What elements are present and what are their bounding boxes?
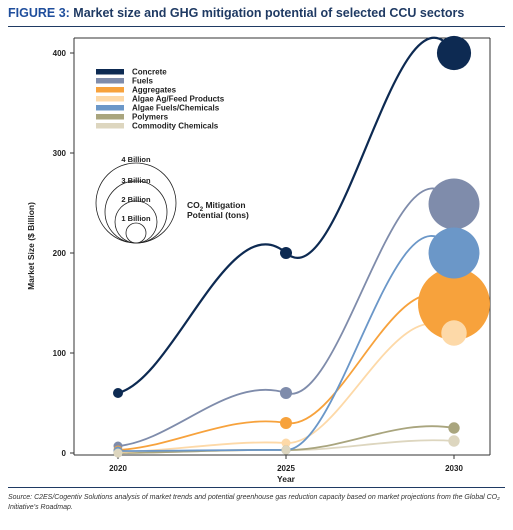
legend-swatch <box>96 69 124 75</box>
legend-swatch <box>96 96 124 102</box>
x-axis-label: Year <box>277 474 296 484</box>
y-tick-label: 400 <box>53 49 67 58</box>
y-tick-label: 0 <box>62 449 67 458</box>
legend-swatch <box>96 114 124 120</box>
bubble-size-label: 1 Billion <box>121 214 151 223</box>
series-line-fuels <box>117 187 455 447</box>
bubble-2030 <box>441 320 467 346</box>
bubble-2030 <box>428 178 480 230</box>
figure-title-text: Market size and GHG mitigation potential… <box>73 6 465 20</box>
x-tick-label: 2030 <box>445 464 463 473</box>
figure-label: FIGURE 3: <box>8 6 70 20</box>
legend-label: Algae Ag/Feed Products <box>132 95 225 104</box>
mitigation-title-line2: Potential (tons) <box>187 210 249 220</box>
source-note: Source: C2ES/Cogentiv Solutions analysis… <box>8 494 500 511</box>
legend-label: Commodity Chemicals <box>132 122 219 131</box>
legend-swatch <box>96 87 124 93</box>
data-point <box>280 387 292 399</box>
data-point <box>280 247 292 259</box>
legend-swatch <box>96 105 124 111</box>
chart: 0 100 200 300 400 2020 2025 2030 Year Market Size… <box>26 35 491 484</box>
x-tick-label: 2020 <box>109 464 127 473</box>
mitigation-title-co: CO <box>187 200 200 210</box>
source-rule <box>8 487 505 488</box>
legend-label: Algae Fuels/Chemicals <box>132 104 220 113</box>
bubble-size-circle <box>104 180 168 244</box>
y-tick-label: 100 <box>53 349 67 358</box>
bubble-2030 <box>448 435 460 447</box>
bubble-2030 <box>418 268 490 340</box>
bubble-size-label: 3 Billion <box>121 176 151 185</box>
series-line-aggregates <box>117 293 455 451</box>
mitigation-title-line1: CO2 Mitigation <box>187 200 246 213</box>
bubble-2030 <box>428 227 480 279</box>
legend-label: Fuels <box>132 77 153 86</box>
data-point <box>113 448 123 458</box>
mitigation-title-rest: Mitigation <box>203 200 246 210</box>
bubble-2030 <box>436 35 472 71</box>
title-rule <box>8 26 505 27</box>
x-tick-label: 2025 <box>277 464 295 473</box>
y-axis-label: Market Size ($ Billion) <box>26 202 36 290</box>
mitigation-title-sub: 2 <box>200 207 204 213</box>
legend-label: Aggregates <box>132 86 177 95</box>
legend-swatch <box>96 123 124 129</box>
bubble-size-label: 4 Billion <box>121 155 151 164</box>
data-point <box>113 388 123 398</box>
data-point <box>280 417 292 429</box>
series-line-algae-ag-feed-products <box>117 322 455 453</box>
data-point <box>281 445 291 455</box>
legend-label: Concrete <box>132 68 167 77</box>
legend-label: Polymers <box>132 113 169 122</box>
legend-swatch <box>96 78 124 84</box>
series-line-algae-fuels-chemicals <box>117 235 455 452</box>
series-line-concrete <box>117 36 455 395</box>
y-tick-label: 300 <box>53 149 67 158</box>
data-point <box>281 438 291 448</box>
figure-title: FIGURE 3: Market size and GHG mitigation… <box>8 6 464 20</box>
y-tick-label: 200 <box>53 249 67 258</box>
bubble-2030 <box>448 422 460 434</box>
bubble-size-circle <box>125 222 147 244</box>
bubble-size-label: 2 Billion <box>121 195 151 204</box>
